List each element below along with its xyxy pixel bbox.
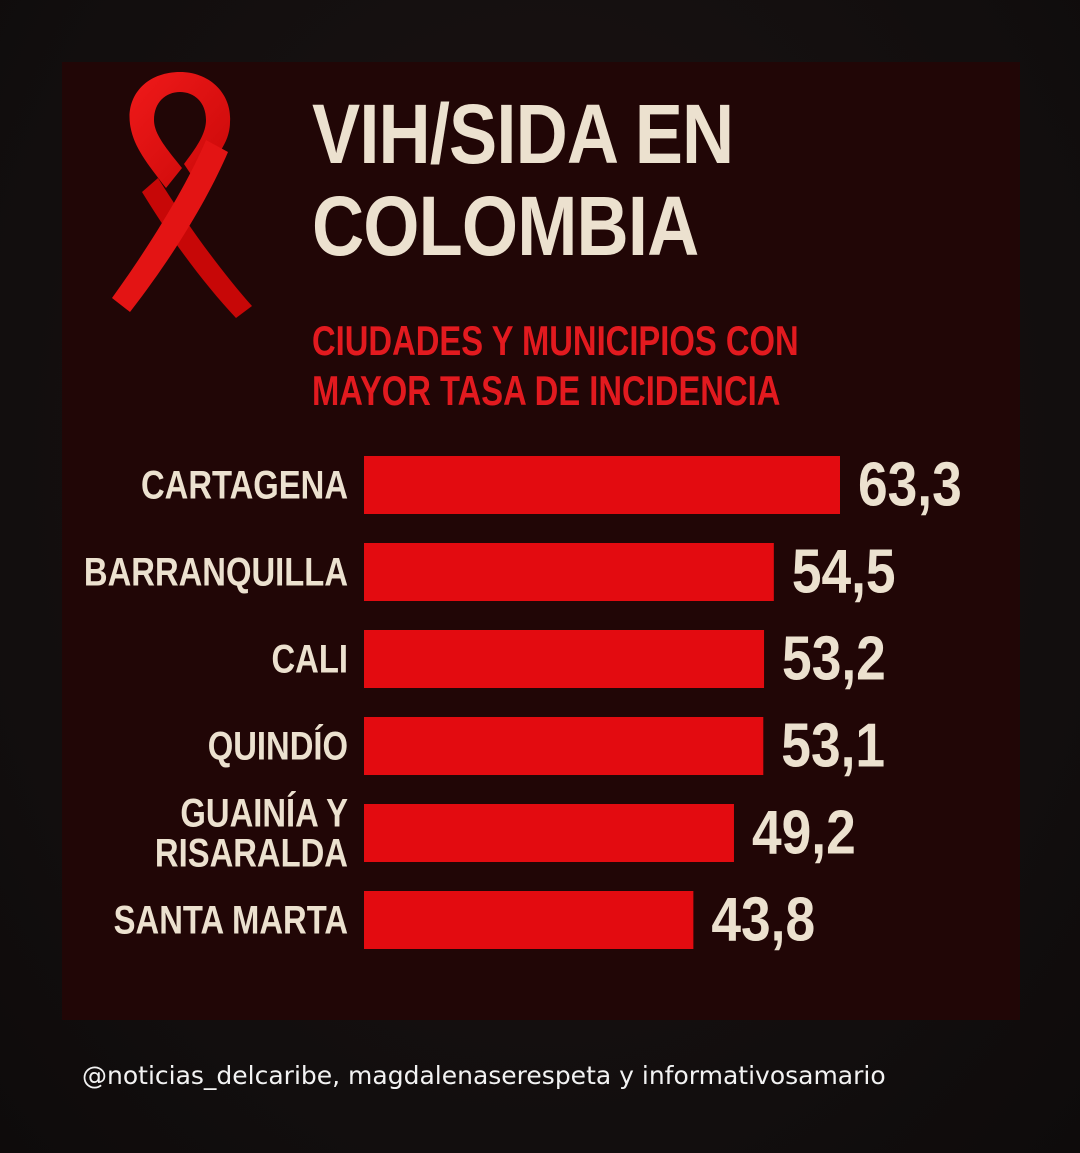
bar — [364, 630, 765, 688]
category-label: SANTA MARTA — [114, 898, 348, 943]
category-label: CALI — [271, 637, 348, 682]
awareness-ribbon-icon — [112, 72, 252, 318]
page-subtitle: CIUDADES Y MUNICIPIOS CON MAYOR TASA DE … — [312, 316, 799, 416]
bar — [364, 804, 734, 862]
value-label: 53,1 — [781, 712, 885, 781]
category-label: CARTAGENA — [141, 463, 348, 508]
subtitle-line: MAYOR TASA DE INCIDENCIA — [312, 367, 781, 414]
title-line: COLOMBIA — [312, 179, 699, 273]
bar — [364, 717, 764, 775]
subtitle-line: CIUDADES Y MUNICIPIOS CON — [312, 317, 799, 364]
value-label: 53,2 — [782, 625, 886, 694]
category-label: GUAINÍA Y — [180, 791, 348, 836]
bar — [364, 456, 840, 514]
category-label: RISARALDA — [155, 831, 348, 876]
value-label: 49,2 — [752, 799, 856, 868]
bar — [364, 891, 694, 949]
title-line: VIH/SIDA EN — [312, 87, 734, 181]
bar — [364, 543, 774, 601]
page-title: VIH/SIDA EN COLOMBIA — [312, 87, 734, 273]
value-label: 63,3 — [858, 451, 962, 520]
value-label: 43,8 — [711, 886, 815, 955]
category-label: QUINDÍO — [208, 724, 348, 769]
value-label: 54,5 — [792, 538, 896, 607]
category-label: BARRANQUILLA — [84, 550, 348, 595]
credits-caption: @noticias_delcaribe, magdalenaserespeta … — [82, 1061, 886, 1090]
